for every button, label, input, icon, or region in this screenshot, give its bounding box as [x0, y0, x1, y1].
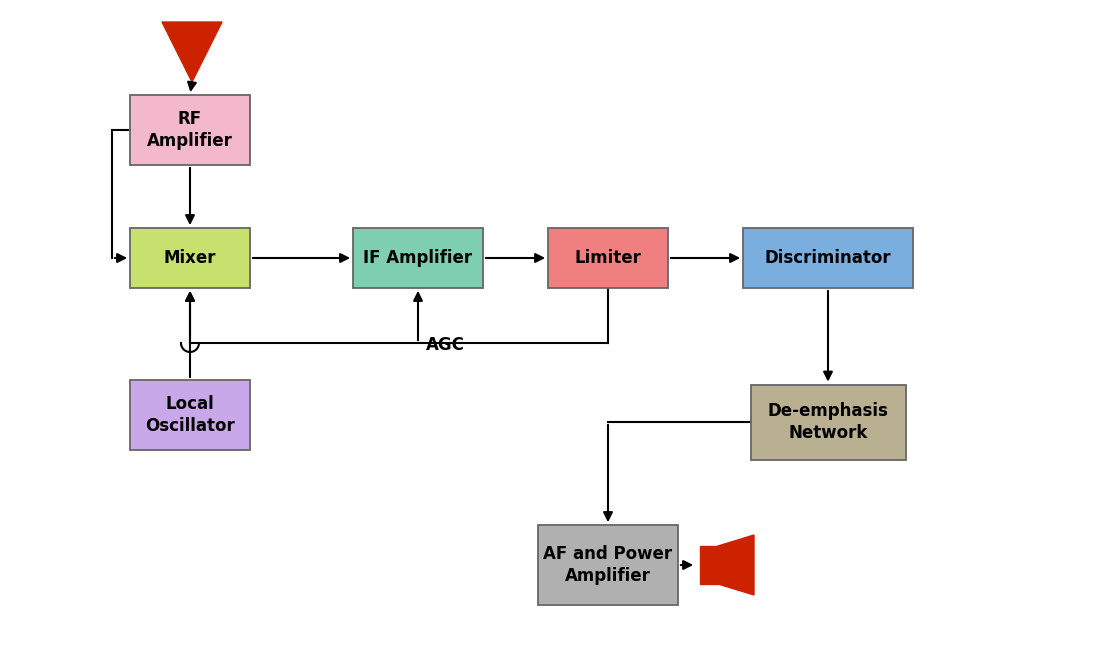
Text: IF Amplifier: IF Amplifier: [363, 249, 473, 267]
Text: Discriminator: Discriminator: [764, 249, 891, 267]
FancyBboxPatch shape: [750, 385, 905, 459]
FancyBboxPatch shape: [130, 228, 250, 288]
Text: AF and Power
Amplifier: AF and Power Amplifier: [543, 545, 672, 585]
FancyBboxPatch shape: [130, 95, 250, 165]
FancyBboxPatch shape: [700, 546, 718, 584]
Polygon shape: [162, 22, 222, 82]
FancyBboxPatch shape: [353, 228, 483, 288]
Text: Mixer: Mixer: [164, 249, 217, 267]
FancyBboxPatch shape: [538, 525, 678, 605]
Text: Local
Oscillator: Local Oscillator: [145, 395, 235, 435]
Text: Limiter: Limiter: [574, 249, 641, 267]
Text: De-emphasis
Network: De-emphasis Network: [768, 402, 889, 442]
FancyBboxPatch shape: [742, 228, 913, 288]
FancyBboxPatch shape: [130, 380, 250, 450]
Polygon shape: [718, 535, 754, 595]
Text: RF
Amplifier: RF Amplifier: [147, 110, 233, 150]
Text: AGC: AGC: [426, 336, 464, 354]
FancyBboxPatch shape: [548, 228, 668, 288]
